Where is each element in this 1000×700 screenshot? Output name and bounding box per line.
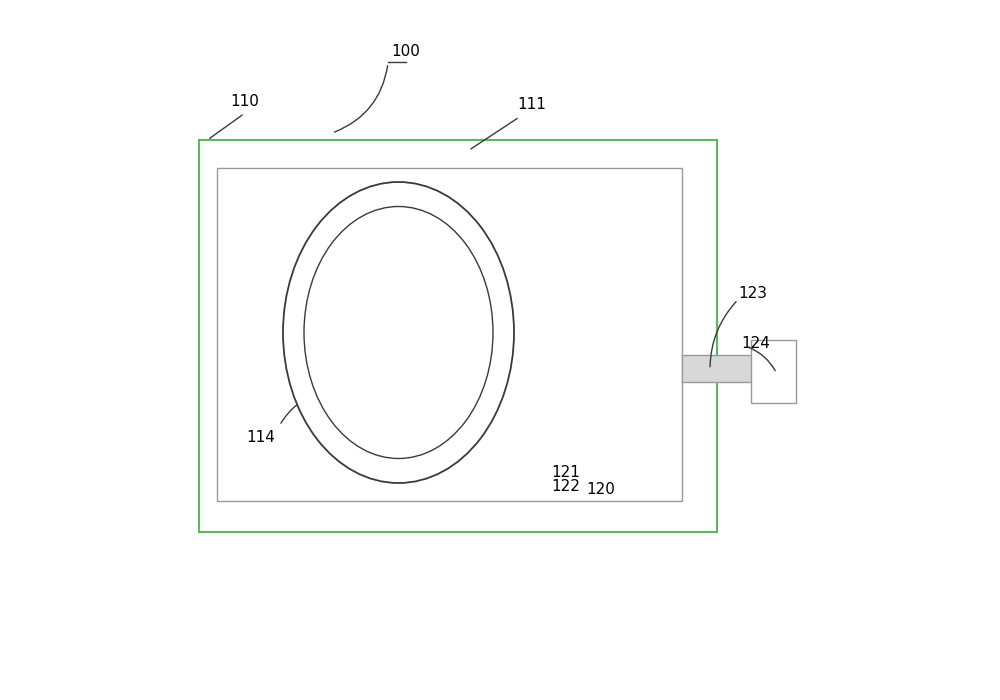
Text: 120: 120 xyxy=(586,482,615,498)
Bar xyxy=(682,355,752,382)
Text: 122: 122 xyxy=(551,479,580,494)
Text: 123: 123 xyxy=(738,286,767,302)
Ellipse shape xyxy=(283,182,514,483)
Bar xyxy=(751,340,796,402)
Text: 100: 100 xyxy=(391,45,420,60)
Text: 111: 111 xyxy=(517,97,546,112)
Ellipse shape xyxy=(304,206,493,458)
Bar xyxy=(199,140,717,532)
Text: 110: 110 xyxy=(230,94,259,108)
Bar xyxy=(217,168,682,500)
Text: 121: 121 xyxy=(551,465,580,480)
Text: 124: 124 xyxy=(742,335,770,351)
Text: 114: 114 xyxy=(246,430,275,445)
